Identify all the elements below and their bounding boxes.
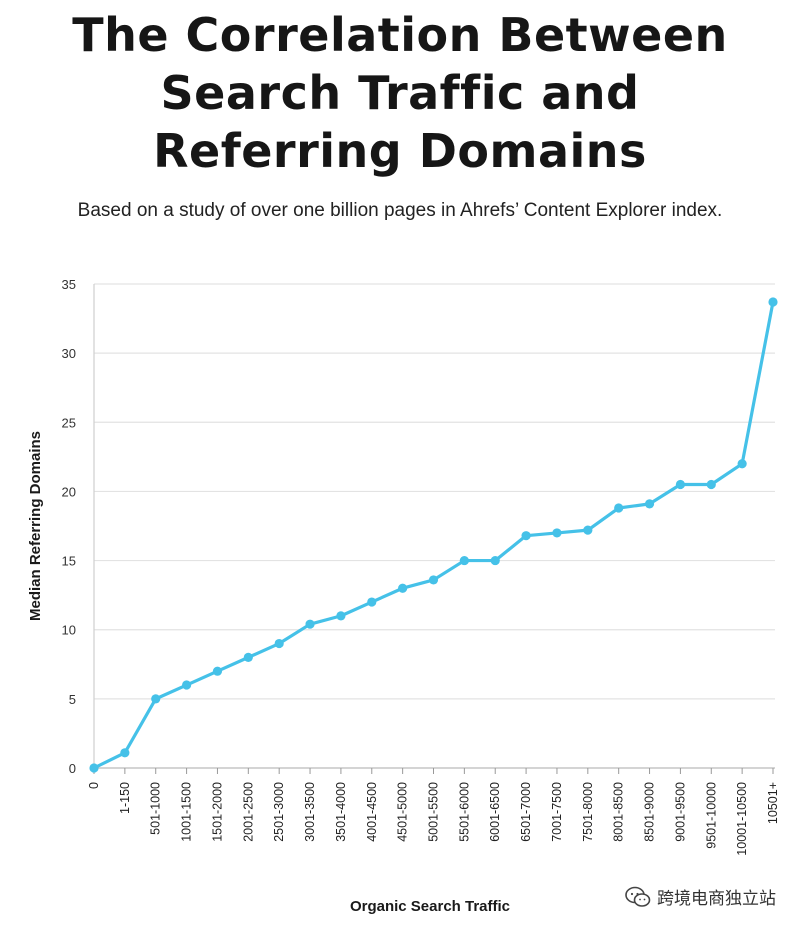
x-tick-label: 10501+: [766, 782, 780, 824]
data-point: [521, 531, 531, 541]
series: [89, 297, 778, 773]
wechat-icon: [625, 886, 651, 907]
data-point: [428, 575, 439, 585]
x-tick-label: 5001-5500: [427, 782, 441, 842]
x-tick-label: 4501-5000: [396, 782, 410, 842]
watermark: 跨境电商独立站: [625, 884, 776, 909]
x-axis-label: Organic Search Traffic: [350, 898, 510, 915]
y-tick-label: 25: [62, 415, 76, 430]
x-tick-label: 10001-10500: [735, 782, 749, 856]
grid-lines: [94, 283, 775, 700]
data-point: [614, 503, 624, 513]
x-tick-label: 8501-9000: [643, 782, 657, 842]
x-tick-label: 2001-2500: [241, 782, 255, 842]
data-point: [644, 499, 655, 509]
x-tick-label: 4001-4500: [365, 782, 379, 842]
y-tick-labels: 0 5 10 15 20 25 30 35: [62, 277, 76, 776]
x-tick-label: 1-150: [118, 782, 132, 814]
x-tick-label: 9001-9500: [673, 782, 687, 842]
y-tick-label: 0: [69, 761, 76, 776]
x-tick-label: 6001-6500: [488, 782, 502, 842]
data-point: [120, 748, 130, 758]
data-point: [459, 555, 469, 566]
x-tick-label: 0: [87, 782, 101, 789]
x-tick-label: 1501-2000: [210, 782, 224, 842]
data-point: [583, 525, 593, 535]
data-point: [181, 680, 192, 690]
x-tick-label: 9501-10000: [704, 782, 718, 849]
chart-title: The Correlation Between Search Traffic a…: [72, 8, 728, 178]
x-tick-label: 3501-4000: [334, 782, 348, 842]
data-point: [706, 479, 716, 490]
y-tick-label: 30: [62, 346, 76, 361]
x-tick-label: 3001-3500: [303, 782, 317, 842]
data-point: [212, 666, 223, 676]
data-point: [490, 555, 500, 566]
data-point: [398, 583, 408, 593]
x-tick-label: 8001-8500: [612, 782, 626, 842]
y-tick-label: 5: [69, 692, 76, 707]
y-tick-label: 15: [62, 554, 76, 569]
data-point: [737, 459, 747, 469]
y-tick-label: 35: [62, 277, 76, 292]
data-point: [768, 297, 778, 307]
data-point: [243, 652, 253, 662]
data-point: [675, 479, 686, 490]
y-tick-label: 10: [62, 623, 76, 638]
x-tick-label: 5501-6000: [457, 782, 471, 842]
data-point: [305, 619, 315, 629]
data-point: [552, 528, 562, 538]
data-point: [151, 694, 161, 704]
data-point: [89, 763, 99, 773]
x-tick-label: 1001-1500: [180, 782, 194, 842]
x-tick-label: 501-1000: [149, 782, 163, 835]
y-axis-label: Median Referring Domains: [27, 431, 44, 621]
x-tick-label: 7501-8000: [581, 782, 595, 842]
x-tick-label: 6501-7000: [519, 782, 533, 842]
watermark-text: 跨境电商独立站: [657, 889, 776, 909]
data-point: [274, 638, 284, 649]
data-point: [367, 597, 377, 607]
series-line: [92, 300, 775, 770]
x-tick-labels: 0 1-150 501-1000 1001-1500 1501-2000 2001-250…: [87, 782, 780, 856]
axes: [93, 284, 775, 774]
x-tick-label: 7001-7500: [550, 782, 564, 842]
chart-subtitle: Based on a study of over one billion pag…: [77, 200, 723, 221]
x-tick-label: 2501-3000: [272, 782, 286, 842]
data-point: [336, 611, 346, 621]
y-tick-label: 20: [62, 484, 76, 499]
